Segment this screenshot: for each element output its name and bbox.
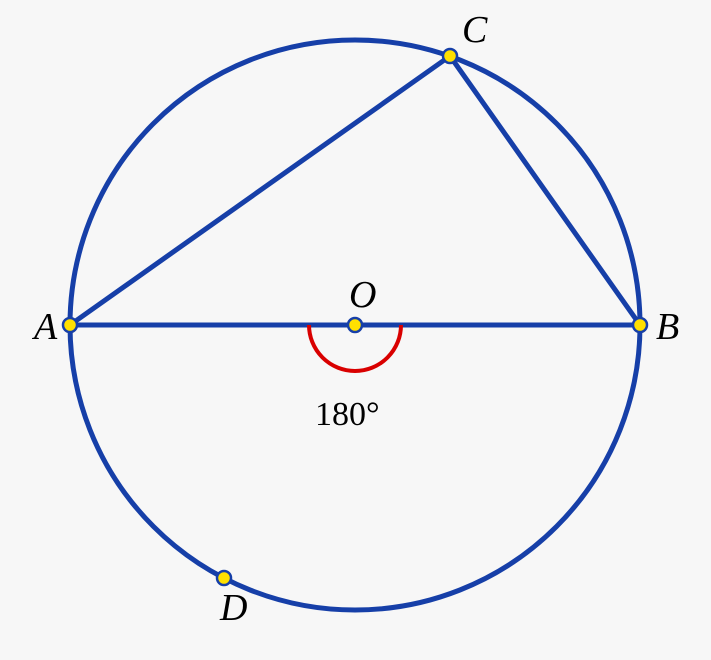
angle-label: 180° bbox=[315, 396, 380, 433]
point-D bbox=[217, 571, 231, 585]
point-A bbox=[63, 318, 77, 332]
label-A: A bbox=[31, 306, 58, 348]
label-B: B bbox=[656, 306, 679, 348]
label-D: D bbox=[219, 587, 247, 629]
point-C bbox=[443, 49, 457, 63]
point-B bbox=[633, 318, 647, 332]
label-C: C bbox=[462, 9, 488, 51]
label-O: O bbox=[349, 274, 376, 316]
point-O bbox=[348, 318, 362, 332]
